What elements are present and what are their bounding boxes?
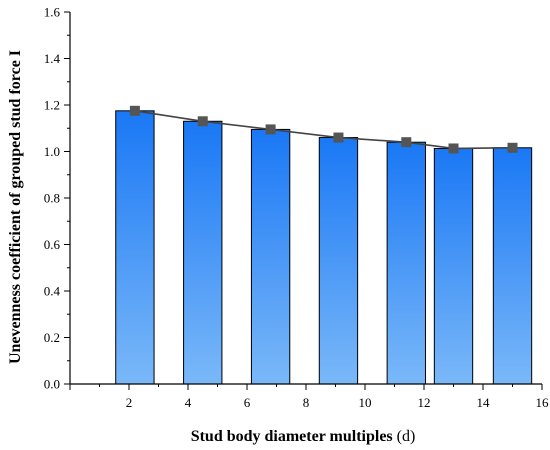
x-tick-label: 2 <box>126 395 133 410</box>
x-tick-label: 10 <box>359 395 372 410</box>
point-marker <box>265 124 276 135</box>
point-marker <box>333 132 344 143</box>
bar <box>183 120 223 385</box>
x-tick-label: 6 <box>244 395 251 410</box>
point-marker <box>197 116 208 127</box>
y-tick-label: 1.2 <box>44 98 60 113</box>
y-tick-label: 0.8 <box>44 191 60 206</box>
bar <box>492 147 533 385</box>
point-marker <box>129 105 140 116</box>
x-axis-title: Stud body diameter multiples (d) <box>191 428 416 445</box>
bar <box>115 110 155 385</box>
y-tick-label: 0.2 <box>44 330 60 345</box>
x-axis-title-text: Stud body diameter multiples <box>191 428 393 445</box>
y-axis-title: Unevenness coefficient of grouped stud f… <box>7 50 24 364</box>
x-tick-label: 14 <box>477 395 491 410</box>
x-tick-label: 4 <box>185 395 192 410</box>
y-tick-label: 0.4 <box>44 284 61 299</box>
y-tick-label: 0.6 <box>44 237 61 252</box>
bar <box>250 128 291 385</box>
x-tick-label: 8 <box>303 395 310 410</box>
tick-labels: 2 4 6 8 10 12 14 16 0.0 0.2 0.4 0.6 0.8 1.0 1.2 1.4 1.6 <box>44 5 549 411</box>
x-tick-label: 12 <box>418 395 431 410</box>
bars <box>115 110 533 385</box>
point-marker <box>448 143 459 154</box>
bar <box>318 137 359 385</box>
point-marker <box>401 137 412 148</box>
y-tick-label: 1.6 <box>44 5 61 20</box>
axes <box>64 11 543 390</box>
y-tick-label: 1.4 <box>44 51 61 66</box>
point-marker <box>507 142 518 153</box>
x-axis-title-unit: (d) <box>397 428 416 445</box>
x-tick-label: 16 <box>536 395 550 410</box>
y-tick-label: 1.0 <box>44 144 60 159</box>
bar <box>386 141 426 385</box>
trend-line <box>129 105 518 154</box>
bar <box>433 147 474 385</box>
y-tick-label: 0.0 <box>44 377 60 392</box>
